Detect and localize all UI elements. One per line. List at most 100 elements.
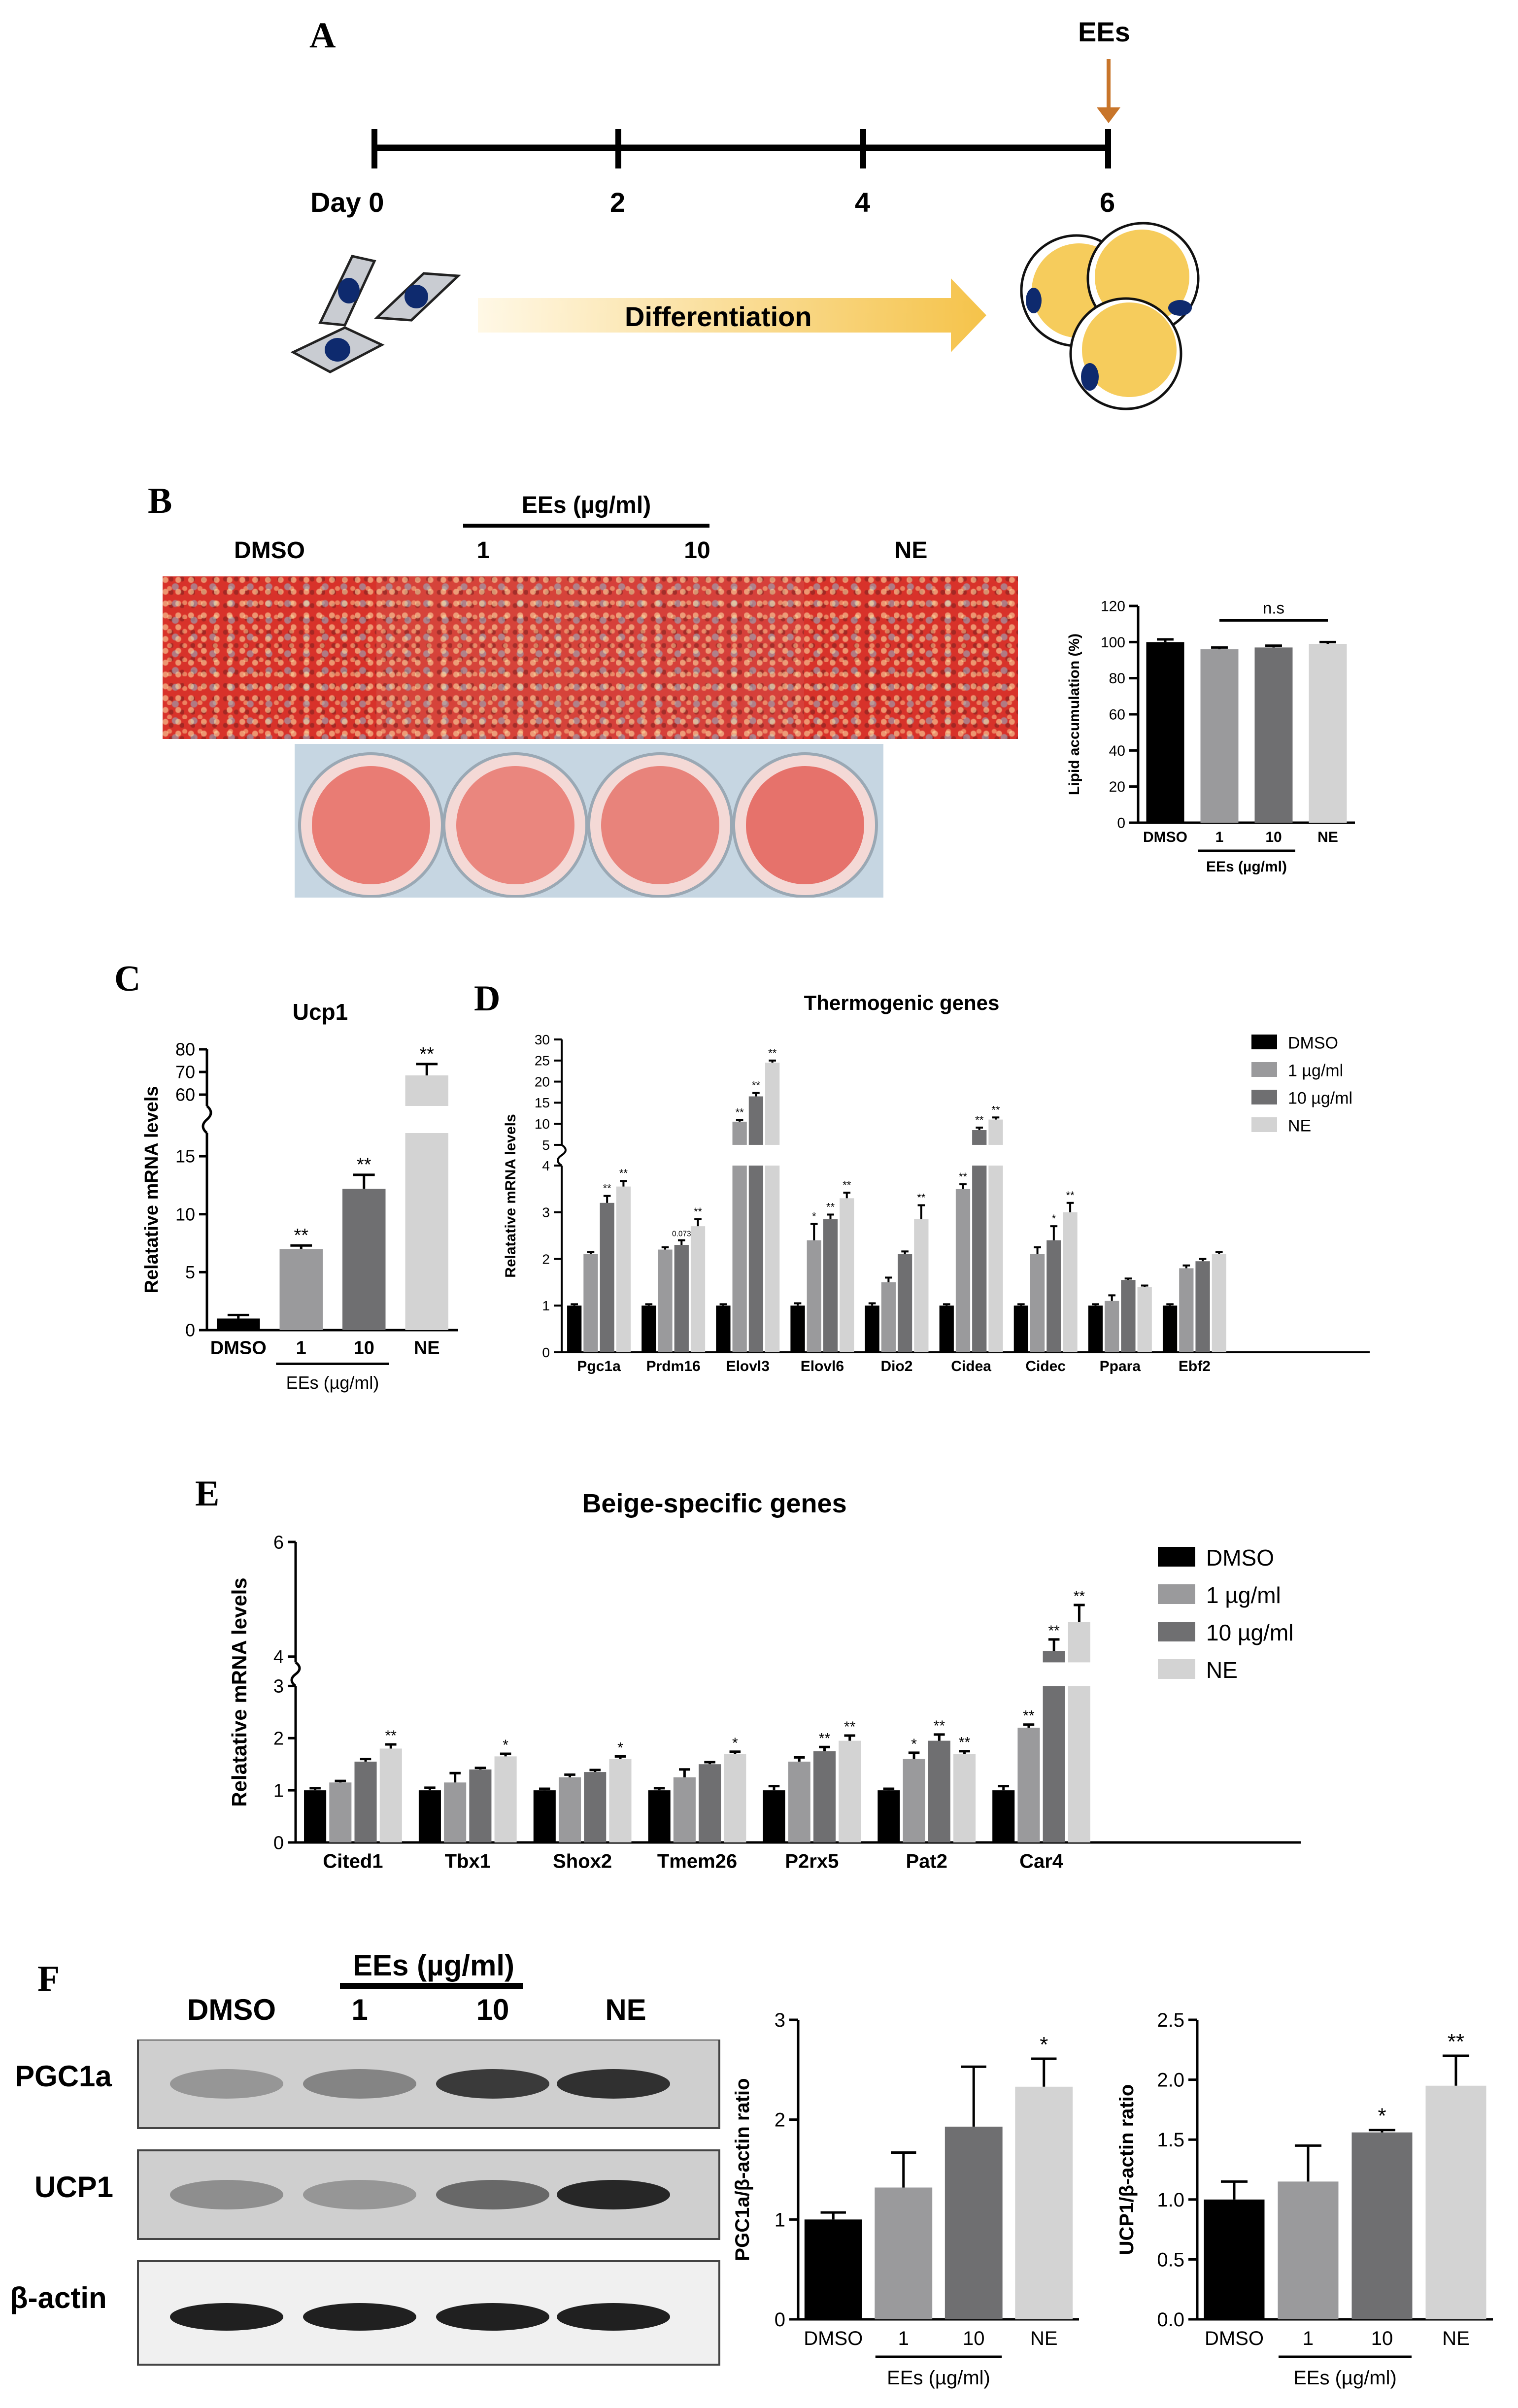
x-tick-label-tbx1: Tbx1 [445,1850,491,1872]
bar-tmem26-dmso [648,1790,671,1842]
significance-mark: ** [1074,1588,1085,1605]
significance-mark: ** [959,1171,968,1183]
band-ucp1-lane-2 [303,2180,416,2209]
chart-title: Thermogenic genes [804,991,1000,1014]
bar-cidec-ne [1063,1212,1078,1352]
bar-elovl3-dmso [716,1305,731,1352]
y-tick-label: 100 [1101,635,1125,651]
x-tick-label-cited1: Cited1 [323,1850,383,1872]
y-tick-label: 3 [273,1676,284,1697]
x-tick-label-1: 1 [1215,829,1224,845]
legend-label-1-ug-ml: 1 µg/ml [1206,1582,1281,1608]
bar-1 [1200,649,1239,823]
bar-10 [945,2126,1003,2319]
micrograph-ne [804,576,1018,739]
day-label-6: 6 [1100,187,1115,218]
bar-elovl3-10-ug-ml [748,1096,764,1352]
blot-strip-ucp1 [137,2149,720,2240]
lane-label-10: 10 [476,1993,509,2026]
significance-mark: ** [1048,1623,1060,1639]
bar-tmem26-1-ug-ml [673,1777,696,1842]
y-tick-label: 2.0 [1157,2070,1184,2091]
bar-cited1-dmso [304,1790,327,1842]
significance-mark: ** [768,1047,777,1059]
bar-1 [1278,2181,1339,2319]
legend-swatch-ne [1251,1117,1277,1132]
band-ucp1-lane-3 [436,2180,549,2209]
day-label-4: 4 [855,187,871,218]
bar-prdm16-10-ug-ml [674,1245,689,1352]
bar-pgc1a-ne [616,1186,631,1352]
significance-mark: ** [294,1225,308,1246]
chart-f-pgc1a-ratio: 0 1 2 3 DMSO 1 10 NE * EEs (µg/ml) PGC1a/β-actin r… [732,2009,1079,2389]
micrograph-10 [590,576,804,739]
legend-swatch-ne [1158,1659,1195,1679]
x-tick-label-pgc1a: Pgc1a [577,1358,621,1374]
well-plate-photo [295,744,883,898]
significance-mark: 0.073 [672,1230,691,1238]
bar-ppara-dmso [1088,1305,1103,1352]
significance-mark: ** [844,1719,856,1735]
significance-mark: ** [975,1114,984,1126]
bar-prdm16-ne [690,1226,706,1352]
chart-d-thermogenic-genes: 0 1 2 3 4 5 10 15 20 25 30 Thermogenic genes Relatat… [503,991,1370,1374]
row-label-ucp1: UCP1 [34,2171,114,2204]
significance-mark: ** [991,1104,1000,1116]
axis-break-mark [290,1661,301,1687]
bar-shox2-dmso [533,1790,556,1842]
significance-mark: * [1378,2104,1386,2128]
bar-dmso [1146,642,1184,823]
bar-pat2-dmso [877,1790,900,1842]
lane-label-ne: NE [605,1993,646,2026]
x-tick-label-elovl3: Elovl3 [726,1358,770,1374]
group-label: EEs (µg/ml) [286,1372,379,1393]
bar-pat2-1-ug-ml [903,1759,925,1842]
x-tick-label-10: 10 [1265,829,1282,845]
col-label-ne: NE [894,537,928,564]
y-tick-label: 0.0 [1157,2309,1184,2331]
x-tick-label-ne: NE [1317,829,1338,845]
x-tick-label-ppara: Ppara [1100,1358,1141,1374]
blot-strip-actin [137,2260,720,2366]
bar-ne [1309,644,1347,823]
bar-elovl6-dmso [790,1305,805,1352]
significance-mark: ** [419,1044,434,1065]
legend-swatch-dmso [1158,1547,1195,1567]
blot-strip-pgc1a [137,2040,720,2129]
day-label-0: Day 0 [310,187,384,218]
bar-1 [279,1249,323,1330]
bar-dmso [1204,2199,1265,2319]
x-tick-label-10: 10 [1371,2328,1393,2349]
timeline-graphic [290,59,1200,410]
significance-mark: * [617,1739,623,1756]
bar-break-gap [404,1106,450,1133]
bar-shox2-1-ug-ml [558,1777,581,1842]
y-axis-label: Relatative mRNA levels [503,1114,519,1277]
significance-mark: * [503,1737,508,1753]
bar-dio2-ne [914,1219,929,1352]
legend-label-1-ug-ml: 1 µg/ml [1288,1062,1343,1080]
y-tick-label: 0 [273,1833,284,1853]
band-pgc1a-lane-1 [170,2069,283,2099]
western-blot-images [137,2040,720,2366]
chart-title: Beige-specific genes [582,1489,846,1518]
bar-cited1-10-ug-ml [354,1761,377,1842]
x-tick-label-ne: NE [1030,2328,1058,2349]
bar-dio2-1-ug-ml [881,1282,896,1352]
preadipocyte-cell-2 [374,272,461,322]
legend-label-dmso: DMSO [1206,1545,1274,1571]
well-1 [442,752,588,898]
bar-prdm16-dmso [641,1305,656,1352]
lane-label-dmso: DMSO [187,1993,276,2026]
axis-break-mark [557,1144,567,1167]
ns-annotation: n.s [1263,599,1284,617]
col-label-1: 1 [476,537,490,564]
differentiation-label: Differentiation [625,301,812,332]
x-tick-label-cidec: Cidec [1025,1358,1066,1374]
y-tick-label: 15 [175,1146,195,1167]
bar-prdm16-1-ug-ml [658,1249,673,1352]
y-tick-label: 2 [273,1729,284,1749]
band-actin-lane-1 [170,2303,283,2331]
bar-cited1-ne [379,1748,402,1842]
preadipocyte-cell-1 [318,255,376,327]
